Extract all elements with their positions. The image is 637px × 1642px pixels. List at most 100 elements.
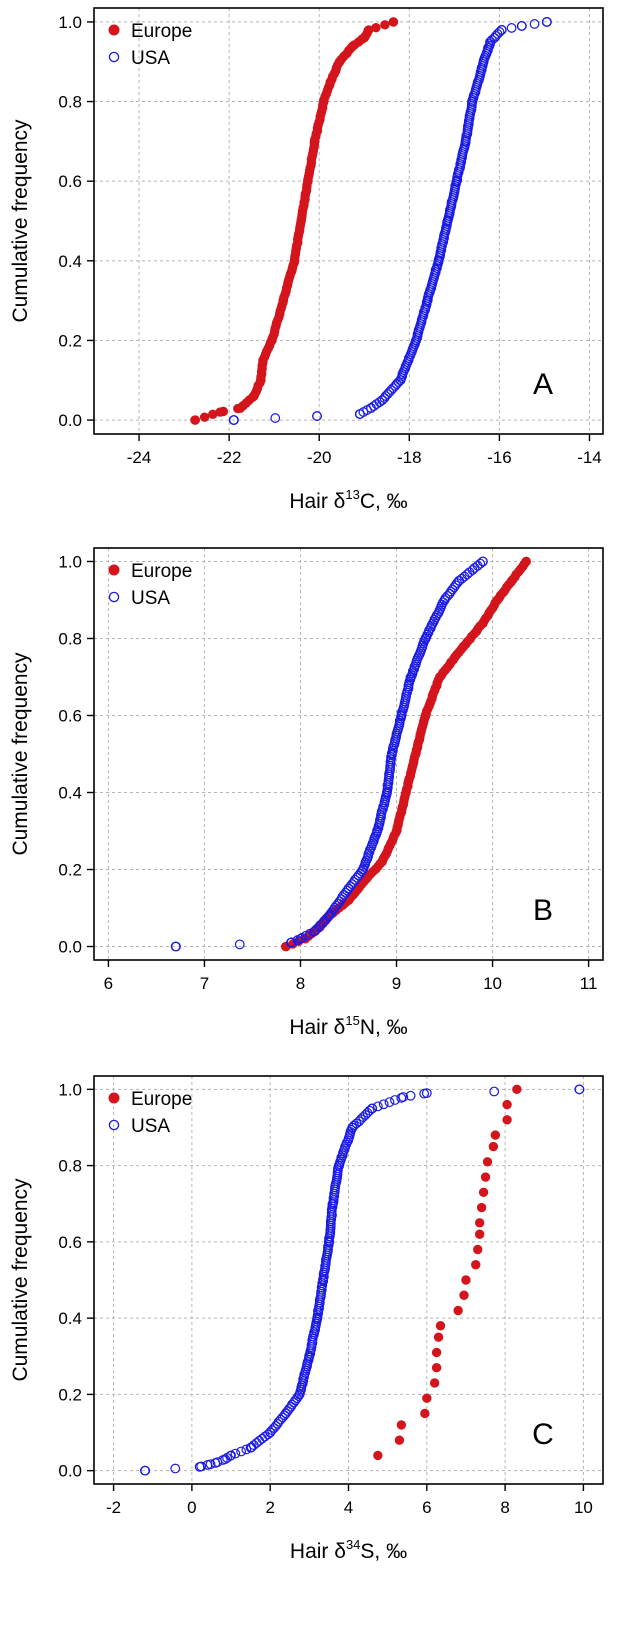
usa-point bbox=[409, 661, 420, 672]
x-tick-label: 9 bbox=[392, 974, 401, 993]
usa-point bbox=[378, 1099, 389, 1110]
usa-point bbox=[496, 24, 507, 35]
y-tick-label: 1.0 bbox=[58, 1080, 82, 1099]
usa-point bbox=[341, 1137, 352, 1148]
europe-point bbox=[490, 1130, 501, 1140]
europe-point bbox=[334, 57, 345, 67]
y-tick-label: 0.2 bbox=[58, 1385, 82, 1404]
europe-point bbox=[359, 33, 369, 43]
x-axis-label-suffix: N, ‰ bbox=[360, 1016, 408, 1039]
y-axis-label: Cumulative frequency bbox=[9, 1178, 32, 1382]
usa-point bbox=[354, 409, 365, 419]
europe-point bbox=[488, 1141, 499, 1152]
europe-point bbox=[267, 335, 277, 346]
x-axis-label: Hair δ13C, ‰ bbox=[289, 487, 407, 513]
legend: Europe USA bbox=[108, 1089, 192, 1137]
usa-point bbox=[390, 1095, 400, 1105]
usa-point bbox=[309, 926, 320, 937]
europe-point bbox=[453, 1305, 463, 1316]
usa-point bbox=[257, 1433, 268, 1444]
europe-point bbox=[325, 76, 336, 87]
europe-point bbox=[235, 403, 246, 413]
europe-point bbox=[364, 25, 374, 35]
x-axis-label-suffix: C, ‰ bbox=[360, 490, 408, 513]
europe-point bbox=[411, 749, 421, 759]
europe-point bbox=[512, 1084, 522, 1095]
europe-point bbox=[258, 355, 268, 366]
x-axis-label-superscript: 34 bbox=[346, 1537, 360, 1552]
usa-point bbox=[241, 1444, 252, 1455]
europe-point bbox=[319, 96, 329, 107]
usa-point bbox=[517, 21, 527, 31]
panel-letter: A bbox=[533, 368, 553, 401]
usa-point bbox=[265, 1427, 276, 1438]
usa-point bbox=[451, 176, 462, 187]
europe-point bbox=[461, 1275, 471, 1285]
usa-point bbox=[467, 96, 478, 107]
europe-point bbox=[303, 176, 313, 186]
europe-point bbox=[478, 618, 488, 628]
usa-point bbox=[230, 1448, 241, 1459]
usa-point bbox=[295, 933, 306, 944]
x-tick-label: 8 bbox=[296, 974, 305, 993]
europe-point bbox=[401, 787, 411, 798]
series-europe bbox=[280, 556, 531, 952]
y-tick-label: 0.0 bbox=[58, 411, 82, 430]
x-tick-label: 11 bbox=[580, 974, 598, 993]
x-tick-label: -24 bbox=[127, 448, 152, 467]
legend-usa-marker bbox=[108, 591, 120, 603]
y-tick-label: 0.0 bbox=[58, 1462, 82, 1481]
europe-point bbox=[215, 407, 225, 417]
usa-point bbox=[489, 1086, 500, 1097]
europe-point bbox=[249, 391, 259, 401]
usa-point bbox=[367, 1103, 377, 1114]
usa-point bbox=[433, 255, 444, 266]
x-tick-label: 6 bbox=[104, 974, 113, 993]
usa-point bbox=[402, 357, 413, 367]
y-tick-label: 0.8 bbox=[58, 629, 82, 648]
usa-point bbox=[541, 17, 552, 27]
europe-point bbox=[388, 17, 399, 27]
y-axis-label: Cumulative frequency bbox=[9, 119, 32, 323]
usa-point bbox=[460, 136, 471, 147]
x-axis-label-suffix: S, ‰ bbox=[360, 1540, 407, 1563]
europe-point bbox=[380, 20, 390, 30]
x-tick-label: -20 bbox=[307, 448, 332, 467]
europe-point bbox=[420, 710, 431, 721]
usa-point bbox=[363, 849, 374, 859]
usa-point bbox=[372, 1101, 383, 1112]
legend-usa-marker bbox=[108, 51, 120, 63]
usa-point bbox=[420, 633, 431, 644]
europe-point bbox=[391, 826, 402, 836]
x-tick-label: 0 bbox=[187, 1498, 196, 1517]
usa-point bbox=[398, 1092, 409, 1102]
europe-point bbox=[296, 216, 306, 226]
usa-point bbox=[506, 23, 517, 33]
europe-point bbox=[431, 1363, 442, 1373]
europe-point bbox=[310, 136, 320, 147]
usa-point bbox=[370, 831, 380, 842]
europe-point bbox=[190, 415, 201, 425]
usa-point bbox=[280, 1408, 291, 1419]
europe-point bbox=[373, 1450, 383, 1461]
europe-point bbox=[474, 1229, 485, 1239]
chart-panel-c: 0.0 0.2 0.4 0.6 0.8 1.0 -2 0 2 4 6 8 10 Cumulative fr… bbox=[9, 1075, 604, 1563]
x-tick-label: -22 bbox=[217, 448, 242, 467]
europe-point bbox=[435, 1321, 446, 1331]
usa-point bbox=[395, 375, 406, 386]
usa-point bbox=[377, 395, 388, 406]
legend-europe-label: Europe bbox=[131, 561, 192, 582]
europe-point bbox=[422, 1393, 432, 1403]
legend-europe-marker bbox=[108, 24, 120, 36]
usa-point bbox=[333, 1160, 344, 1171]
usa-point bbox=[372, 826, 383, 836]
europe-point bbox=[492, 595, 503, 605]
y-tick-label: 0.8 bbox=[58, 93, 82, 112]
plot-frame bbox=[93, 547, 604, 961]
usa-point bbox=[406, 672, 416, 682]
usa-point bbox=[234, 939, 245, 950]
europe-point bbox=[459, 641, 469, 651]
y-tick-label: 0.6 bbox=[58, 1233, 82, 1252]
usa-point bbox=[574, 1084, 585, 1095]
